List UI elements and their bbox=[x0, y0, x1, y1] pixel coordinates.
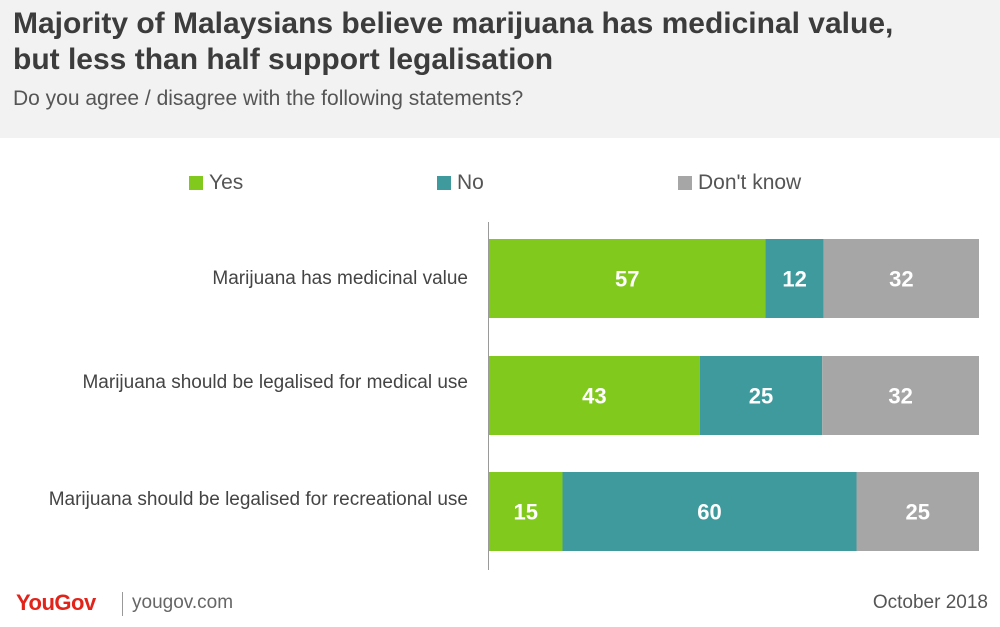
category-label-legalised-recreational: Marijuana should be legalised for recrea… bbox=[48, 489, 468, 510]
data-label-yes-row-1: 57 bbox=[615, 267, 639, 292]
bar-dont-know-row-3 bbox=[856, 472, 979, 551]
legend-label-yes: Yes bbox=[209, 171, 244, 194]
data-label-no-row-3: 60 bbox=[697, 500, 721, 525]
legend-swatch-dont-know bbox=[678, 176, 692, 190]
bar-no-row-2 bbox=[699, 356, 823, 435]
chart-title-line-2: but less than half support legalisation bbox=[13, 43, 554, 76]
data-label-yes-row-2: 43 bbox=[582, 384, 606, 409]
data-label-yes-row-3: 15 bbox=[514, 500, 538, 525]
bar-dont-know-row-1 bbox=[823, 239, 979, 318]
legend-swatch-yes bbox=[189, 176, 203, 190]
yougov-logo: YouGov bbox=[16, 590, 96, 615]
legend-swatch-no bbox=[437, 176, 451, 190]
bar-yes-row-3 bbox=[489, 472, 563, 551]
legend-item-no: No bbox=[437, 168, 484, 198]
bar-dont-know-row-2 bbox=[822, 356, 979, 435]
category-axis-line bbox=[488, 222, 489, 570]
bar-no-row-1 bbox=[765, 239, 824, 318]
footer-date: October 2018 bbox=[872, 592, 988, 613]
chart-title-line-1: Majority of Malaysians believe marijuana… bbox=[13, 7, 894, 40]
legend-label-no: No bbox=[457, 171, 484, 194]
bar-no-row-3 bbox=[562, 472, 857, 551]
legend-item-yes: Yes bbox=[189, 168, 243, 198]
data-label-dont-know-row-2: 32 bbox=[888, 384, 912, 409]
category-label-legalised-medical: Marijuana should be legalised for medica… bbox=[82, 372, 468, 393]
bar-yes-row-2 bbox=[489, 356, 700, 435]
footer-divider bbox=[122, 592, 123, 616]
data-label-dont-know-row-1: 32 bbox=[889, 267, 913, 292]
data-label-dont-know-row-3: 25 bbox=[906, 500, 930, 525]
chart-subtitle: Do you agree / disagree with the followi… bbox=[13, 87, 524, 110]
header-band: Majority of Malaysians believe marijuana… bbox=[0, 0, 1000, 138]
legend-label-dont-know: Don't know bbox=[698, 171, 802, 194]
data-label-no-row-2: 25 bbox=[749, 384, 773, 409]
legend-item-dont-know: Don't know bbox=[678, 168, 801, 198]
bar-yes-row-1 bbox=[489, 239, 766, 318]
chart-title: Majority of Malaysians believe marijuana… bbox=[13, 6, 988, 78]
category-label-medicinal-value: Marijuana has medicinal value bbox=[212, 268, 468, 289]
footer-site-link[interactable]: yougov.com bbox=[132, 592, 234, 613]
data-label-no-row-1: 12 bbox=[782, 267, 806, 292]
